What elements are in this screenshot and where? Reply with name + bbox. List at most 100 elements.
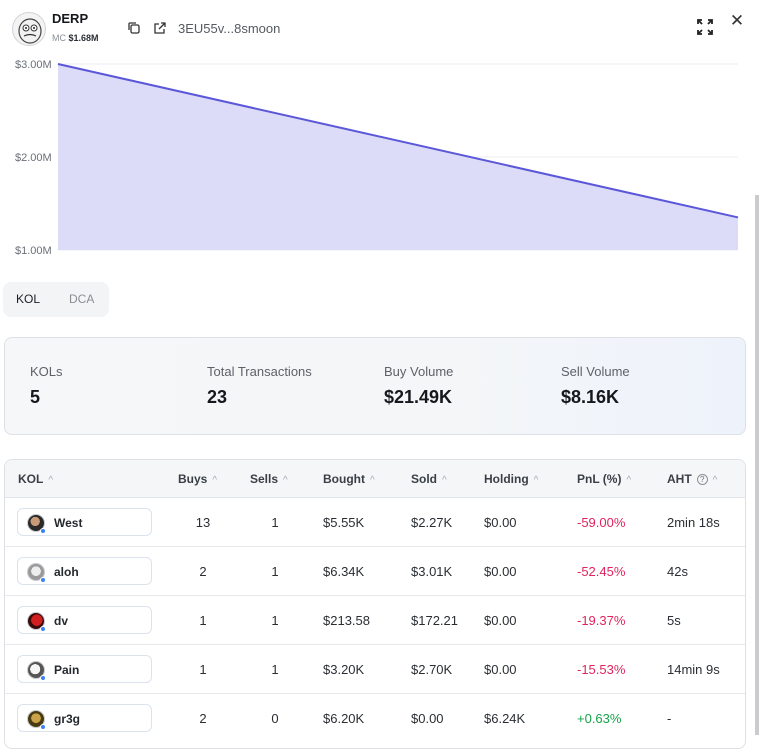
table-header: KOL ^ Buys ^ Sells ^ Bought ^ Sold ^ Holding ^… xyxy=(5,460,745,498)
online-indicator xyxy=(40,528,46,534)
column-header-holding[interactable]: Holding ^ xyxy=(484,472,538,486)
cell-holding: $0.00 xyxy=(484,515,517,530)
kol-chip[interactable]: aloh xyxy=(17,557,152,585)
table-row[interactable]: dv 1 1 $213.58 $172.21 $0.00 -19.37% 5s xyxy=(5,596,745,645)
stat-value: 5 xyxy=(30,387,41,407)
table-row[interactable]: aloh 2 1 $6.34K $3.01K $0.00 -52.45% 42s xyxy=(5,547,745,596)
help-icon[interactable]: ? xyxy=(696,474,708,485)
y-tick-label: $2.00M xyxy=(15,152,52,164)
sort-icon: ^ xyxy=(369,475,375,486)
cell-pnl: -19.37% xyxy=(577,613,626,628)
stat-value: $21.49K xyxy=(384,387,453,407)
stats-panel: KOLs 5 Total Transactions 23 Buy Volume … xyxy=(4,337,746,435)
token-header: DERP MC $1.68M 3EU55v...8smoon ✕ xyxy=(0,0,759,62)
market-cap: MC $1.68M xyxy=(52,33,99,43)
online-indicator xyxy=(40,626,46,632)
close-icon[interactable]: ✕ xyxy=(729,11,745,30)
cell-bought: $6.20K xyxy=(323,711,365,726)
cell-bought: $6.34K xyxy=(323,564,365,579)
stat-kols: KOLs 5 xyxy=(30,364,63,408)
kol-avatar xyxy=(27,563,45,581)
column-header-sells[interactable]: Sells ^ xyxy=(250,472,288,486)
sort-icon: ^ xyxy=(712,475,718,486)
cell-pnl: -52.45% xyxy=(577,564,626,579)
cell-sells: 0 xyxy=(271,711,279,726)
stat-sell-volume: Sell Volume $8.16K xyxy=(561,364,630,408)
cell-sells: 1 xyxy=(271,662,279,677)
column-header-label: PnL (%) xyxy=(577,472,622,486)
token-avatar xyxy=(12,12,46,46)
online-indicator xyxy=(40,577,46,583)
cell-aht: 2min 18s xyxy=(667,515,720,530)
market-cap-value: $1.68M xyxy=(68,33,99,43)
token-address[interactable]: 3EU55v...8smoon xyxy=(178,21,281,36)
kol-chip[interactable]: West xyxy=(17,508,152,536)
column-header-label: Holding xyxy=(484,472,529,486)
column-header-kol[interactable]: KOL ^ xyxy=(18,472,53,486)
column-header-label: Sells xyxy=(250,472,279,486)
sort-icon: ^ xyxy=(212,475,218,486)
kol-avatar xyxy=(27,514,45,532)
cell-pnl: -59.00% xyxy=(577,515,626,530)
column-header-bought[interactable]: Bought ^ xyxy=(323,472,375,486)
price-area xyxy=(58,64,738,250)
column-header-label: Buys xyxy=(178,472,208,486)
kol-chip[interactable]: gr3g xyxy=(17,704,152,732)
external-link-icon[interactable] xyxy=(152,20,170,38)
kol-name: Pain xyxy=(54,663,80,677)
kol-chip[interactable]: Pain xyxy=(17,655,152,683)
cell-bought: $213.58 xyxy=(323,613,370,628)
online-indicator xyxy=(40,724,46,730)
stat-value: 23 xyxy=(207,387,228,407)
cell-sold: $2.70K xyxy=(411,662,453,677)
scrollbar[interactable] xyxy=(755,195,759,735)
cell-aht: 42s xyxy=(667,564,688,579)
sort-icon: ^ xyxy=(283,475,288,486)
cell-sold: $172.21 xyxy=(411,613,458,628)
table-row[interactable]: West 13 1 $5.55K $2.27K $0.00 -59.00% 2m… xyxy=(5,498,745,547)
cell-bought: $3.20K xyxy=(323,662,365,677)
stat-label: KOLs xyxy=(30,364,63,379)
cell-pnl: -15.53% xyxy=(577,662,626,677)
cell-buys: 2 xyxy=(199,711,207,726)
cell-holding: $0.00 xyxy=(484,564,517,579)
kol-chip[interactable]: dv xyxy=(17,606,152,634)
table-row[interactable]: gr3g 2 0 $6.20K $0.00 $6.24K +0.63% - xyxy=(5,694,745,743)
view-tabs: KOL DCA xyxy=(3,282,109,317)
token-name: DERP xyxy=(52,11,89,26)
cell-buys: 1 xyxy=(199,613,207,628)
tab-kol[interactable]: KOL xyxy=(16,292,41,306)
sort-icon: ^ xyxy=(626,475,632,486)
kol-avatar xyxy=(27,710,45,728)
cell-sold: $0.00 xyxy=(411,711,444,726)
cell-pnl: +0.63% xyxy=(577,711,622,726)
cell-buys: 2 xyxy=(199,564,207,579)
price-line xyxy=(57,63,739,219)
copy-icon[interactable] xyxy=(126,20,144,38)
market-cap-label: MC xyxy=(52,33,66,43)
cell-buys: 13 xyxy=(195,515,211,530)
table-row[interactable]: Pain 1 1 $3.20K $2.70K $0.00 -15.53% 14m… xyxy=(5,645,745,694)
y-tick-label: $1.00M xyxy=(15,245,52,257)
column-header-buys[interactable]: Buys ^ xyxy=(178,472,217,486)
cell-sells: 1 xyxy=(271,564,279,579)
column-header-aht[interactable]: AHT? ^ xyxy=(667,472,717,486)
sort-icon: ^ xyxy=(533,475,539,486)
stat-buy-volume: Buy Volume $21.49K xyxy=(384,364,453,408)
cell-aht: - xyxy=(667,711,672,726)
expand-icon[interactable] xyxy=(696,18,714,36)
kol-name: gr3g xyxy=(54,712,81,726)
stat-total-transactions: Total Transactions 23 xyxy=(207,364,312,408)
column-header-sold[interactable]: Sold ^ xyxy=(411,472,447,486)
cell-sold: $2.27K xyxy=(411,515,453,530)
sort-icon: ^ xyxy=(442,475,447,486)
kol-name: aloh xyxy=(54,565,79,579)
column-header-pnl[interactable]: PnL (%) ^ xyxy=(577,472,631,486)
stat-label: Total Transactions xyxy=(207,364,312,379)
tab-dca[interactable]: DCA xyxy=(69,292,95,306)
cell-sold: $3.01K xyxy=(411,564,453,579)
kol-avatar xyxy=(27,661,45,679)
price-chart-svg: $3.00M $2.00M $1.00M xyxy=(15,59,739,257)
kol-table: KOL ^ Buys ^ Sells ^ Bought ^ Sold ^ Holding ^… xyxy=(4,459,746,749)
stat-value: $8.16K xyxy=(561,387,620,407)
